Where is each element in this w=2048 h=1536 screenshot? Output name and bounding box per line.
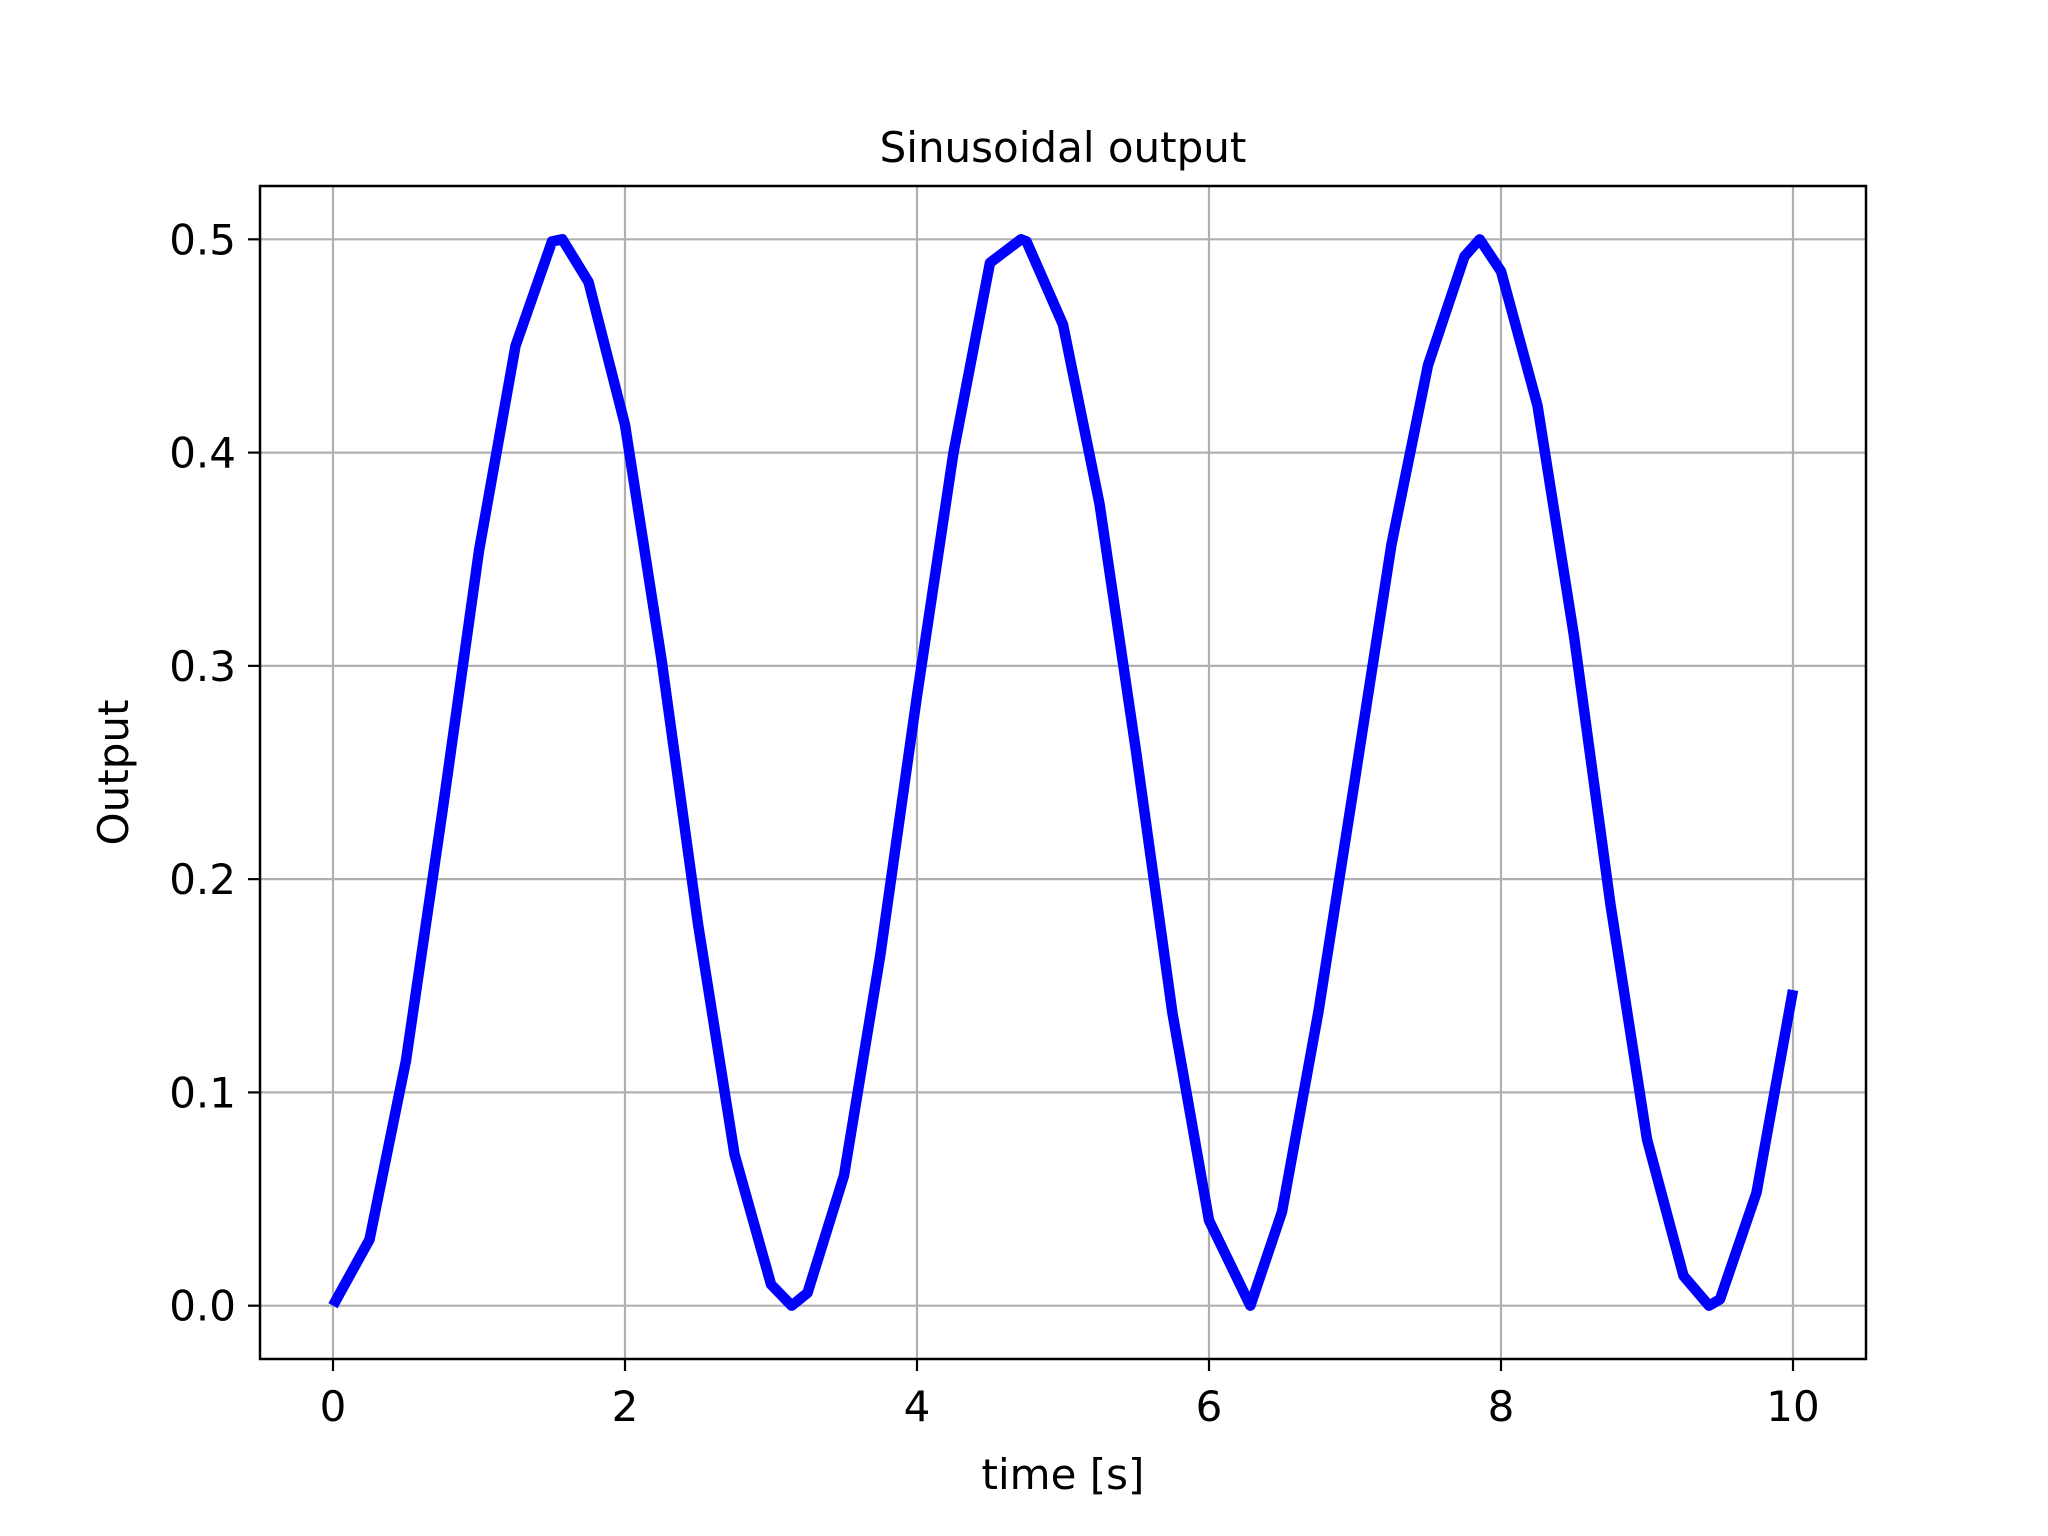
y-tick-label: 0.5: [169, 215, 236, 264]
plot-area-frame: [258, 184, 1868, 1361]
x-axis-label: time [s]: [982, 1450, 1145, 1499]
x-tick-label: 8: [1488, 1382, 1515, 1431]
axis-ticks: 0 2 4 6 8 10 0.0 0.1 0.2 0.3 0.4 0.5: [169, 215, 1820, 1431]
x-tick-label: 0: [320, 1382, 347, 1431]
x-tick-label: 2: [612, 1382, 639, 1431]
series-line-0: [328, 234, 1799, 1311]
x-tick-label: 10: [1766, 1382, 1819, 1431]
y-tick-label: 0.3: [169, 642, 236, 691]
y-tick-label: 0.1: [169, 1068, 236, 1117]
x-tick-label: 6: [1196, 1382, 1223, 1431]
grid-lines: [260, 186, 1866, 1359]
x-tick-label: 4: [904, 1382, 931, 1431]
chart-title: Sinusoidal output: [880, 123, 1247, 172]
y-tick-label: 0.4: [169, 429, 236, 478]
y-tick-label: 0.0: [169, 1282, 236, 1331]
y-tick-label: 0.2: [169, 855, 236, 904]
y-axis-label: Output: [89, 700, 138, 846]
series-layer: [328, 234, 1799, 1311]
